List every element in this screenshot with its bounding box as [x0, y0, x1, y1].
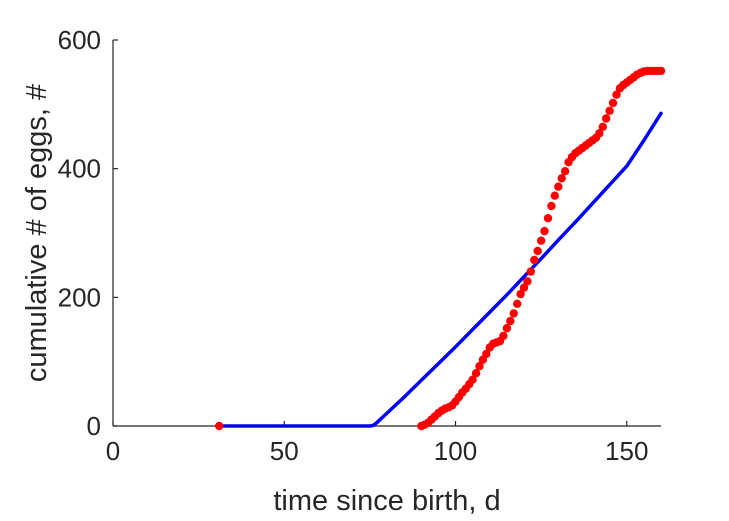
y-axis-label: cumulative # of eggs, #	[21, 84, 53, 382]
data-point	[513, 299, 522, 308]
data-point	[516, 289, 525, 299]
data-point	[471, 369, 481, 378]
data-point	[598, 122, 607, 131]
x-tick-label: 150	[605, 436, 648, 466]
data-point	[612, 90, 621, 99]
data-point	[509, 309, 518, 318]
y-ticks: 0 200 400 600	[58, 25, 118, 441]
y-tick-label: 400	[58, 154, 101, 184]
x-tick-label: 100	[434, 436, 477, 466]
data-point	[550, 191, 559, 200]
data-point	[547, 201, 556, 211]
data-point	[475, 362, 484, 371]
data-point	[595, 129, 604, 138]
data-point	[468, 375, 477, 384]
data-point	[560, 167, 570, 176]
data-point	[526, 267, 535, 276]
model-curve	[217, 111, 663, 428]
data-point	[533, 246, 542, 256]
y-tick-label: 200	[58, 282, 101, 312]
data-point	[543, 214, 553, 223]
x-ticks: 0 50 100 150	[106, 421, 648, 466]
data-point	[502, 324, 512, 333]
data-point	[523, 277, 532, 286]
axes: 0 50 100 150 0 200 400 600	[58, 25, 661, 466]
data-points	[215, 66, 666, 431]
plot-area	[215, 66, 666, 431]
data-point	[540, 226, 549, 236]
data-point	[482, 349, 491, 359]
x-tick-label: 0	[106, 436, 120, 466]
data-point	[506, 316, 515, 326]
data-point	[554, 182, 563, 191]
data-point	[605, 106, 614, 116]
data-point	[215, 421, 224, 431]
data-point	[557, 174, 566, 183]
data-point	[656, 66, 666, 76]
x-tick-label: 50	[270, 436, 299, 466]
x-axis-label: time since birth, d	[273, 485, 500, 517]
y-tick-label: 600	[58, 25, 101, 55]
data-point	[536, 236, 546, 245]
data-point	[602, 114, 611, 123]
data-point	[530, 255, 539, 265]
data-point	[499, 331, 508, 341]
y-tick-label: 0	[87, 411, 101, 441]
data-point	[519, 283, 529, 292]
data-point	[608, 98, 618, 108]
